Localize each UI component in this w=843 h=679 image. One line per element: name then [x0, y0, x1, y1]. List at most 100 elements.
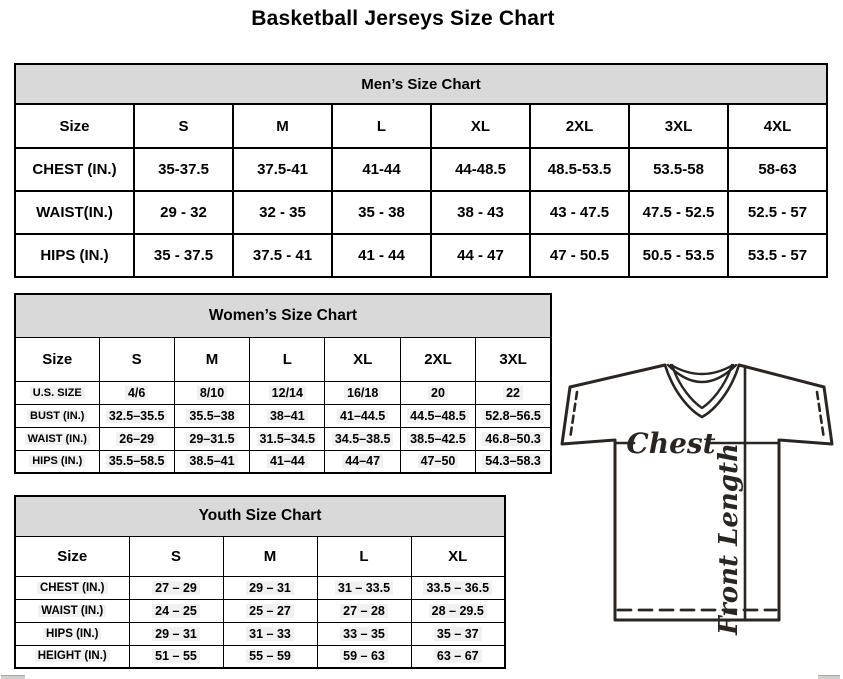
- table-row: HIPS (IN.) 29 – 31 31 – 33 33 – 35 35 – …: [14, 621, 506, 646]
- row-label: WAIST (IN.): [14, 598, 130, 623]
- table-cell: 41–44.5: [324, 403, 401, 428]
- column-header: L: [249, 336, 326, 382]
- jersey-measurement-diagram: Chest Front Length: [555, 353, 843, 645]
- collar-inner-v: [670, 363, 734, 410]
- row-label: HIPS (IN.): [14, 233, 135, 278]
- column-header: M: [222, 535, 318, 577]
- table-cell: 27 – 28: [316, 598, 412, 623]
- cell-value: 16/18: [344, 385, 382, 400]
- right-cuff-dashed-seam: [815, 390, 826, 441]
- table-cell: 35 - 38: [331, 190, 432, 235]
- table-cell: 26–29: [98, 426, 175, 451]
- cell-value: 44–47: [342, 454, 384, 469]
- cell-value: 46.8–50.3: [482, 431, 544, 446]
- row-label-text: HIPS (IN.): [29, 455, 86, 468]
- column-header: XL: [410, 535, 506, 577]
- column-header: 3XL: [628, 103, 729, 149]
- cell-value: 41–44.5: [337, 408, 389, 423]
- cell-value: 31 – 33.5: [334, 580, 394, 595]
- table-row: WAIST (IN.) 24 – 25 25 – 27 27 – 28 28 –…: [14, 598, 506, 623]
- table-cell: 44 - 47: [430, 233, 531, 278]
- cell-value: 35 – 37: [433, 626, 482, 641]
- cell-value: 29 – 31: [152, 626, 200, 641]
- table-cell: 27 – 29: [128, 575, 224, 600]
- table-row: HIPS (IN.) 35.5–58.5 38.5–41 41–44 44–47…: [14, 449, 552, 474]
- table-cell: 16/18: [324, 380, 401, 405]
- table-cell: 37.5-41: [232, 147, 333, 192]
- table-cell: 37.5 - 41: [232, 233, 333, 278]
- cell-value: 29 – 31: [246, 580, 294, 595]
- row-label-text: WAIST (IN.): [24, 432, 90, 445]
- cell-value: 32.5–35.5: [105, 408, 168, 423]
- mens-size-chart-table: Men’s Size Chart Size S M L XL 2XL 3XL 4…: [14, 63, 828, 278]
- table-cell: 51 – 55: [128, 644, 224, 669]
- table-cell: 29 – 31: [222, 575, 318, 600]
- cell-value: 31.5–34.5: [256, 431, 319, 446]
- row-label-text: CHEST (IN.): [36, 581, 108, 594]
- table-row: CHEST (IN.) 35-37.5 37.5-41 41-44 44-48.…: [14, 147, 828, 192]
- row-label-text: HIPS (IN.): [43, 627, 102, 640]
- jersey-diagram-svg: Chest Front Length: [560, 363, 834, 636]
- table-cell: 28 – 29.5: [410, 598, 506, 623]
- table-cell: 8/10: [173, 380, 251, 405]
- column-header: 2XL: [399, 336, 477, 382]
- column-header: S: [128, 535, 224, 577]
- table-cell: 55 – 59: [222, 644, 318, 669]
- table-cell: 35 - 37.5: [133, 233, 234, 278]
- cell-value: 38.5–41: [186, 454, 238, 469]
- table-cell: 29 – 31: [128, 621, 224, 646]
- table-cell: 35-37.5: [133, 147, 234, 192]
- table-row: HIPS (IN.) 35 - 37.5 37.5 - 41 41 - 44 4…: [14, 233, 828, 278]
- table-cell: 31 – 33: [222, 621, 318, 646]
- column-header: L: [331, 103, 432, 149]
- row-label: CHEST (IN.): [14, 147, 135, 192]
- column-header: S: [98, 336, 175, 382]
- cell-value: 12/14: [268, 385, 306, 400]
- table-cell: 52.8–56.5: [475, 403, 552, 428]
- row-label-text: HEIGHT (IN.): [34, 650, 110, 663]
- table-cell: 29 - 32: [133, 190, 234, 235]
- column-header: Size: [14, 103, 135, 149]
- table-cell: 31.5–34.5: [249, 426, 326, 451]
- row-label: CHEST (IN.): [14, 575, 130, 600]
- table-cell: 59 – 63: [316, 644, 412, 669]
- cell-value: 59 – 63: [340, 649, 388, 664]
- table-cell: 46.8–50.3: [475, 426, 552, 451]
- cell-value: 22: [503, 385, 524, 400]
- cell-value: 35.5–58.5: [105, 454, 168, 469]
- cell-value: 20: [428, 385, 448, 400]
- mens-chart-title: Men’s Size Chart: [14, 63, 828, 105]
- table-cell: 53.5-58: [628, 147, 729, 192]
- table-row: CHEST (IN.) 27 – 29 29 – 31 31 – 33.5 33…: [14, 575, 506, 600]
- jersey-outline: [560, 363, 834, 622]
- cell-value: 51 – 55: [152, 649, 200, 664]
- column-header: 3XL: [475, 336, 552, 382]
- table-cell: 47.5 - 52.5: [628, 190, 729, 235]
- cell-value: 52.8–56.5: [482, 408, 544, 423]
- table-cell: 24 – 25: [128, 598, 224, 623]
- table-cell: 34.5–38.5: [324, 426, 401, 451]
- table-cell: 35.5–38: [173, 403, 251, 428]
- table-cell: 33 – 35: [316, 621, 412, 646]
- table-cell: 33.5 – 36.5: [410, 575, 506, 600]
- row-label-text: BUST (IN.): [27, 409, 88, 422]
- table-cell: 35 – 37: [410, 621, 506, 646]
- row-label: WAIST(IN.): [14, 190, 135, 235]
- youth-size-chart-table: Youth Size Chart Size S M L XL CHEST (IN…: [14, 495, 506, 669]
- cell-value: 38.5–42.5: [407, 431, 469, 446]
- page-title: Basketball Jerseys Size Chart: [251, 7, 555, 30]
- cell-value: 33.5 – 36.5: [423, 580, 493, 595]
- table-row: WAIST (IN.) 26–29 29–31.5 31.5–34.5 34.5…: [14, 426, 552, 451]
- table-row: WAIST(IN.) 29 - 32 32 - 35 35 - 38 38 - …: [14, 190, 828, 235]
- collar-back-arc-deep: [666, 363, 738, 384]
- table-cell: 47 - 50.5: [529, 233, 630, 278]
- cell-value: 27 – 29: [152, 580, 200, 595]
- collar-outer-v: [663, 363, 741, 419]
- table-cell: 38.5–42.5: [399, 426, 477, 451]
- cell-value: 25 – 27: [246, 603, 294, 618]
- table-cell: 48.5-53.5: [529, 147, 630, 192]
- table-cell: 58-63: [727, 147, 828, 192]
- table-cell: 35.5–58.5: [98, 449, 175, 474]
- table-cell: 41-44: [331, 147, 432, 192]
- column-header: M: [232, 103, 333, 149]
